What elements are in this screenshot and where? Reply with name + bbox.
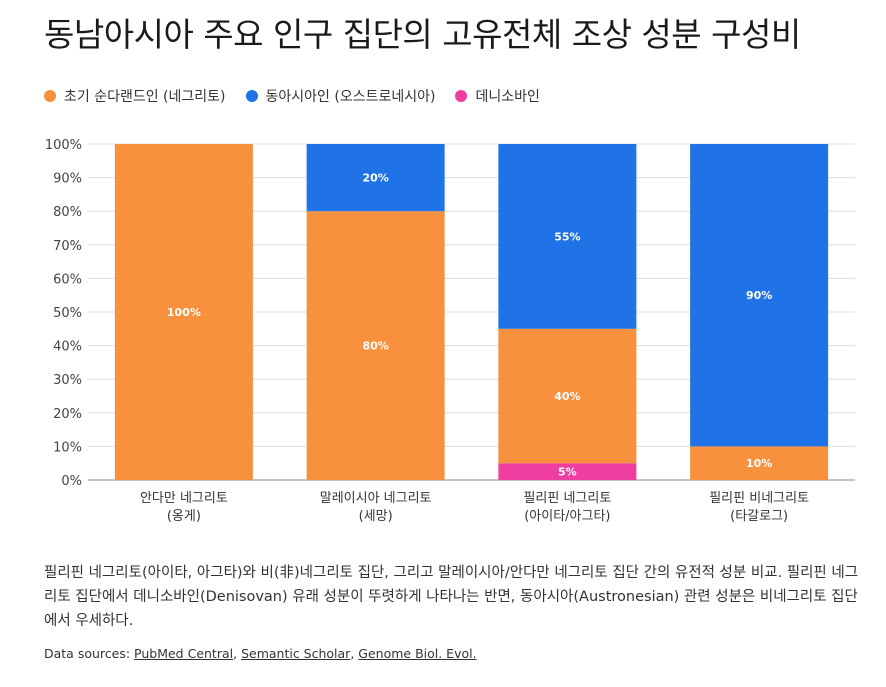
y-tick-label: 90% (53, 172, 82, 187)
bar-data-label: 90% (746, 289, 772, 302)
source-link-pubmed-central[interactable]: PubMed Central (134, 646, 234, 661)
bar-segment (306, 144, 445, 212)
bar-segment (114, 144, 253, 480)
chart-caption: 필리핀 네그리토(아이타, 아그타)와 비(非)네그리토 집단, 그리고 말레이… (44, 565, 859, 629)
y-tick-label: 30% (53, 373, 82, 388)
legend-item-denisovan: 데니소바인 (455, 86, 540, 106)
legend-label-denisovan: 데니소바인 (475, 89, 540, 105)
y-tick-label: 0% (61, 474, 82, 489)
bar-segment (306, 211, 445, 480)
data-sources: Data sources: PubMed Central, Semantic S… (44, 646, 477, 661)
y-tick-label: 10% (53, 440, 82, 455)
legend: 초기 순다랜드인 (네그리토) 동아시아인 (오스트로네시아) 데니소바인 (44, 86, 560, 106)
bar-data-label: 10% (746, 457, 772, 470)
bar-data-label: 40% (554, 390, 580, 403)
source-link-genome-biol-evol[interactable]: Genome Biol. Evol. (358, 646, 477, 661)
bar-data-label: 55% (554, 230, 580, 243)
bar-segment (690, 144, 829, 447)
x-category-label: (세망) (359, 509, 393, 524)
y-tick-label: 50% (53, 306, 82, 321)
x-category-label: 필리핀 네그리토 (523, 491, 611, 506)
stacked-bar-chart: 0% 10% 20% 30% 40% 50% 60% 70% 80% 90% 100% 100% 안다만… (45, 138, 855, 524)
legend-label-negrito: 초기 순다랜드인 (네그리토) (64, 89, 226, 105)
bar-data-label: 80% (362, 340, 388, 353)
legend-dot-negrito (44, 90, 56, 102)
legend-dot-east-asian (245, 90, 258, 102)
bar-segment (498, 144, 637, 329)
source-link-semantic-scholar[interactable]: Semantic Scholar (241, 646, 351, 661)
x-category-label: 말레이시아 네그리토 (320, 491, 432, 506)
bar-segment (498, 328, 637, 464)
sources-prefix: Data sources: (44, 646, 135, 661)
chart-title: 동남아시아 주요 인구 집단의 고유전체 조상 성분 구성비 (44, 15, 801, 54)
x-category-label: 필리핀 비네그리토 (709, 491, 809, 506)
y-tick-label: 60% (53, 272, 82, 287)
y-tick-label: 20% (53, 407, 82, 422)
y-tick-label: 40% (53, 340, 82, 355)
x-category-label: 안다만 네그리토 (140, 491, 228, 506)
bar-segment (690, 446, 829, 480)
legend-item-east-asian: 동아시아인 (오스트로네시아) (245, 86, 436, 106)
bar-data-label: 5% (558, 466, 577, 479)
x-category-label: (타갈로그) (730, 509, 788, 524)
y-tick-label: 80% (53, 205, 82, 220)
legend-label-east-asian: 동아시아인 (오스트로네시아) (265, 89, 436, 105)
x-category-label: (아이타/아그타) (524, 509, 610, 524)
bar-data-label: 100% (167, 306, 201, 319)
sources-separator: , (350, 646, 359, 661)
bar-segment (498, 463, 637, 480)
x-category-label: (옹게) (167, 509, 201, 524)
sources-separator: , (233, 646, 242, 661)
legend-dot-denisovan (455, 90, 468, 102)
bar-data-label: 20% (362, 172, 388, 185)
y-tick-label: 70% (53, 239, 82, 254)
y-tick-label: 100% (45, 138, 82, 153)
legend-item-negrito: 초기 순다랜드인 (네그리토) (44, 86, 226, 106)
